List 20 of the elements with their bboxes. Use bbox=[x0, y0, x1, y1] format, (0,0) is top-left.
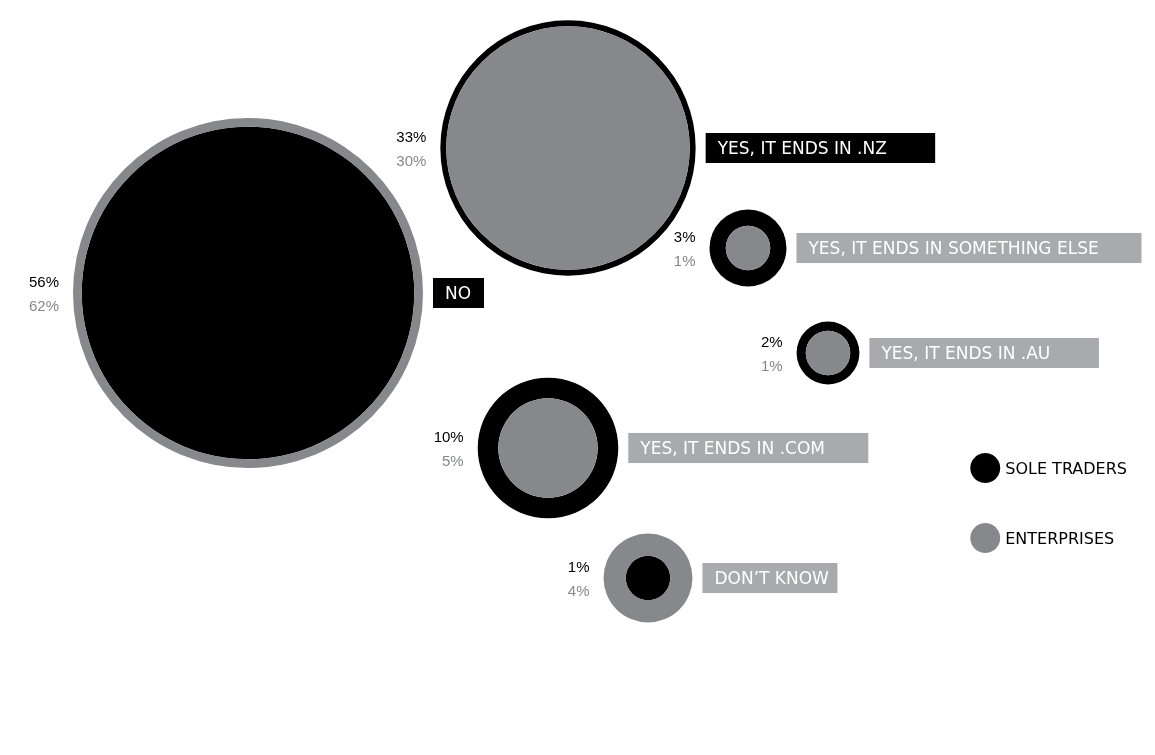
data-label: 33% bbox=[396, 127, 427, 145]
category-label: YES, IT ENDS IN .NZ bbox=[716, 138, 887, 158]
data-label: 10% bbox=[433, 427, 464, 445]
data-label: 1% bbox=[760, 356, 783, 374]
data-label: 5% bbox=[442, 451, 464, 469]
data-label: 3% bbox=[673, 227, 696, 245]
category-label: YES, IT ENDS IN .AU bbox=[880, 343, 1051, 363]
category-label: YES, IT ENDS IN SOMETHING ELSE bbox=[807, 238, 1099, 258]
legend-label: SOLE TRADERS bbox=[1005, 458, 1127, 478]
data-label: 30% bbox=[396, 151, 427, 169]
data-label: 62% bbox=[28, 296, 59, 314]
data-label: 1% bbox=[673, 251, 696, 269]
category-label: YES, IT ENDS IN .COM bbox=[639, 438, 826, 458]
data-label: 1% bbox=[567, 557, 590, 575]
data-label: 2% bbox=[760, 332, 783, 350]
data-label: 4% bbox=[567, 581, 590, 599]
data-label: 56% bbox=[28, 272, 59, 290]
legend-label: ENTERPRISES bbox=[1005, 528, 1115, 548]
category-label: NO bbox=[445, 283, 472, 303]
category-label: DON’T KNOW bbox=[714, 568, 830, 588]
